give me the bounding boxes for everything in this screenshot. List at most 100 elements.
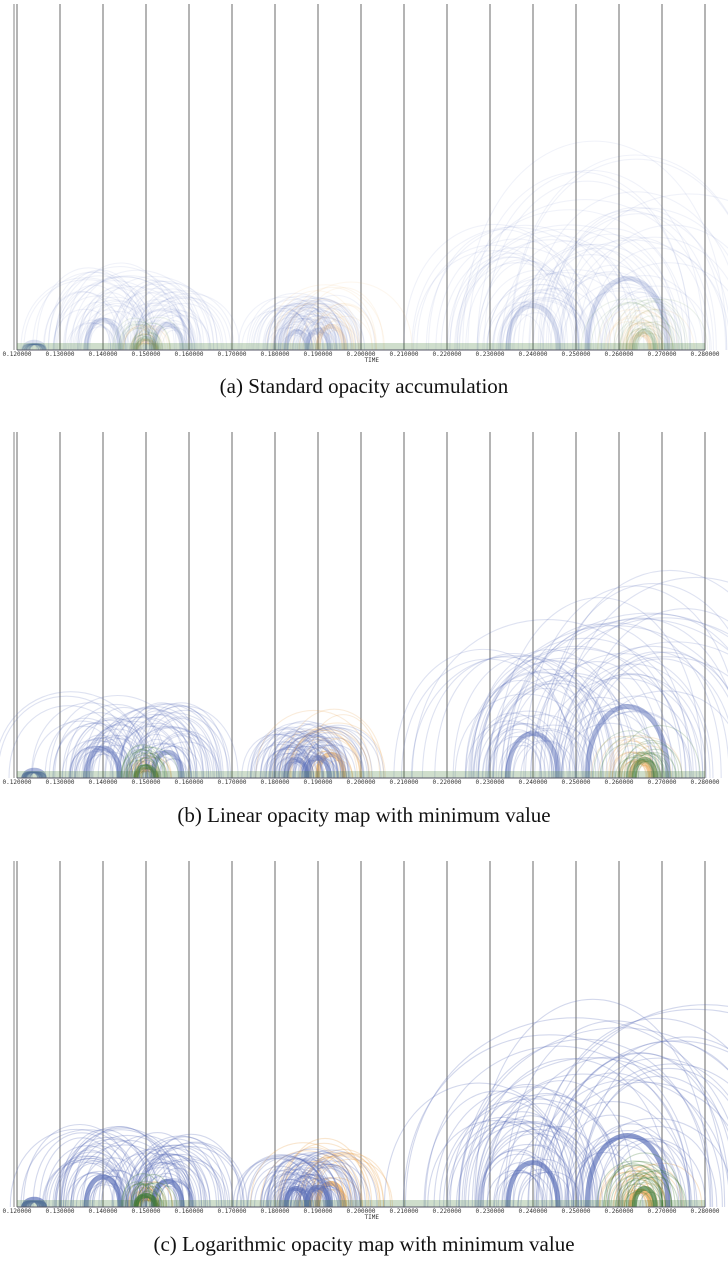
arc-blue [424, 1045, 692, 1208]
arc-blue [307, 331, 336, 351]
arc-green [607, 1152, 683, 1208]
arc-blue [53, 266, 186, 351]
arc-blue [78, 286, 188, 351]
arc-blue [77, 287, 157, 351]
arc-blue [265, 720, 344, 779]
arc-blue [284, 299, 359, 351]
arc-blue [553, 641, 728, 779]
arc-blue [497, 296, 590, 351]
arc-blue [79, 1157, 147, 1208]
arc-blue [549, 1052, 728, 1208]
arc-orange [627, 334, 651, 351]
arc-orange [289, 722, 386, 779]
arc-green [626, 322, 674, 351]
arc-blue [260, 1159, 333, 1208]
panel-a: 0.120000 0.130000 0.140000 0.150000 0.160000… [0, 0, 728, 362]
arc-blue [63, 276, 186, 351]
arc-blue [411, 226, 616, 351]
arc-blue [137, 1161, 194, 1208]
arc-blue [291, 332, 314, 351]
arc-orange [298, 1177, 342, 1208]
arc-blue [69, 719, 149, 779]
arc-green [119, 323, 156, 351]
arc-blue [53, 1157, 127, 1208]
arc-blue [477, 625, 728, 779]
arc-blue [52, 295, 145, 351]
arc-blue [448, 1120, 597, 1208]
caption-b: (b) Linear opacity map with minimum valu… [177, 803, 551, 827]
x-tick-label: 0.140000 [89, 779, 118, 786]
arc-blue [492, 289, 589, 351]
arc-blue [487, 736, 547, 779]
arc-blue [449, 209, 691, 351]
arc-blue [561, 673, 700, 779]
arc-blue [134, 702, 229, 779]
grid-lines [16, 861, 706, 1207]
x-axis-label: TIME [365, 1214, 380, 1219]
x-tick-label: 0.160000 [175, 1208, 204, 1215]
arc-orange [616, 1175, 667, 1208]
arc-chart-a: 0.120000 0.130000 0.140000 0.150000 0.160000… [3, 4, 728, 362]
arc-blue [600, 291, 673, 351]
arc-blue [283, 318, 333, 351]
x-axis-label: TIME [365, 357, 380, 362]
arc-orange [624, 322, 660, 351]
arc-blue [26, 343, 44, 351]
arc-blue [119, 710, 198, 779]
x-tick-label: 0.200000 [347, 1208, 376, 1215]
arc-blue [124, 1144, 231, 1208]
arc-green [622, 322, 655, 351]
arc-blue [65, 1172, 126, 1208]
x-tick-label: 0.130000 [46, 1208, 75, 1215]
arc-blue [55, 1149, 124, 1208]
arc-green [580, 298, 674, 351]
arc-green [620, 298, 709, 351]
arc-orange [302, 287, 385, 351]
arc-orange [140, 342, 158, 351]
arc-green [130, 1180, 162, 1208]
arc-blue [505, 623, 691, 779]
arc-blue [284, 329, 311, 351]
arc-orange [315, 332, 336, 351]
arc-blue [73, 319, 112, 351]
arc-blue [452, 654, 604, 779]
arc-blue [133, 320, 184, 351]
arc-core-orange [133, 338, 159, 351]
arc-blue [134, 308, 197, 351]
arc-blue [287, 735, 351, 779]
arc-green [599, 743, 660, 779]
arc-blue [138, 710, 232, 779]
arc-orange [309, 1177, 363, 1208]
arc-orange [298, 314, 359, 351]
arc-green [628, 315, 676, 351]
arc-green [113, 320, 161, 351]
arc-green [118, 324, 154, 351]
arc-blue [98, 1135, 193, 1208]
arc-orange [131, 328, 171, 351]
arc-blue [601, 285, 712, 351]
arc-blue [499, 305, 553, 351]
arc-orange [619, 323, 659, 351]
arc-blue [556, 645, 728, 779]
x-tick-label: 0.260000 [605, 1208, 634, 1215]
arc-blue [122, 300, 210, 351]
arc-orange [125, 1181, 158, 1208]
arc-blue [456, 224, 683, 351]
arc-blue [501, 1144, 575, 1208]
arc-blue [458, 1083, 598, 1208]
arc-blue [485, 301, 565, 351]
x-tick-label: 0.280000 [691, 779, 720, 786]
arc-blue [287, 298, 357, 351]
arc-blue [282, 739, 350, 779]
arc-blue [411, 619, 683, 779]
arc-blue [72, 296, 158, 351]
arc-blue [144, 322, 184, 351]
arc-core-blue [150, 321, 185, 351]
arc-blue [275, 306, 338, 351]
arc-blue [269, 728, 339, 779]
arc-blue [60, 1139, 162, 1208]
arc-blue [89, 738, 149, 779]
arc-green [122, 745, 160, 779]
arc-blue [111, 725, 204, 779]
arc-blue [261, 1153, 333, 1208]
